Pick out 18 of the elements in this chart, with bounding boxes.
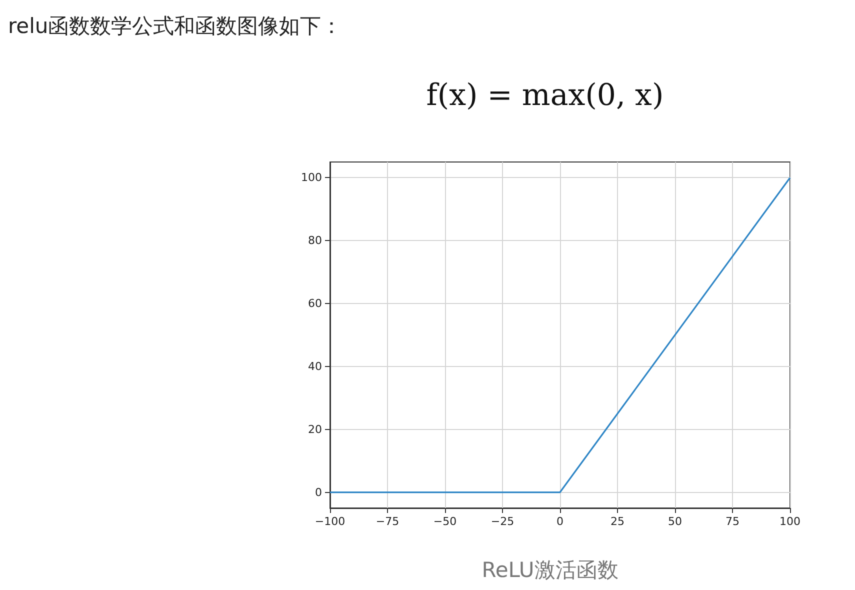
y-tick-label: 20 bbox=[308, 422, 322, 436]
y-tick-label: 60 bbox=[308, 297, 322, 310]
chart-subtitle: f(x) = max(0, x) bbox=[425, 78, 665, 113]
x-tick-label: −100 bbox=[314, 515, 346, 528]
x-tick-label: −50 bbox=[433, 515, 457, 528]
y-tick-label: 40 bbox=[308, 360, 322, 373]
x-tick-label: 50 bbox=[668, 515, 682, 528]
y-tick-label: 80 bbox=[308, 234, 322, 248]
x-tick-label: −25 bbox=[490, 515, 514, 528]
chart-title: relu函数数学公式和函数图像如下： bbox=[8, 13, 342, 40]
x-tick-label: −75 bbox=[376, 515, 400, 528]
text: ReLU激活函数 bbox=[480, 557, 620, 584]
x-tick-label: 25 bbox=[610, 515, 624, 528]
x-tick-label: 100 bbox=[780, 515, 800, 528]
y-tick-label: 100 bbox=[301, 171, 322, 184]
y-tick-label: 0 bbox=[315, 486, 322, 499]
x-tick-label: 0 bbox=[556, 515, 564, 528]
x-tick-label: 75 bbox=[726, 515, 740, 528]
